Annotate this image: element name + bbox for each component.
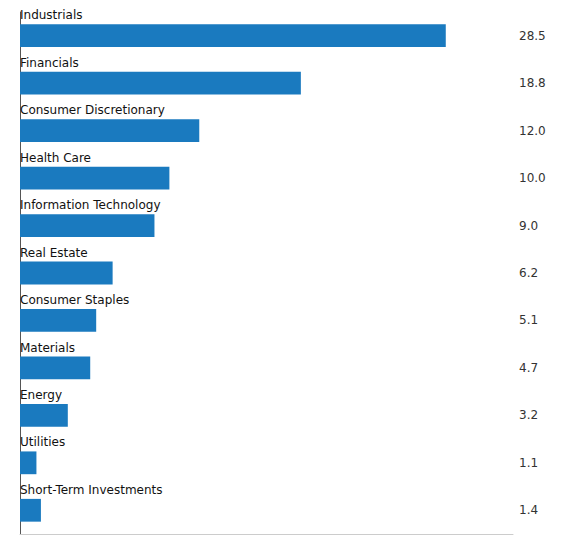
svg-text:18.8: 18.8: [519, 76, 546, 90]
svg-text:Materials: Materials: [20, 341, 75, 355]
svg-text:5.1: 5.1: [519, 313, 538, 327]
svg-text:Consumer Discretionary: Consumer Discretionary: [20, 103, 165, 117]
svg-text:4.7: 4.7: [519, 361, 538, 375]
svg-text:Consumer Staples: Consumer Staples: [20, 293, 129, 307]
svg-text:Health Care: Health Care: [20, 151, 91, 165]
svg-text:Utilities: Utilities: [20, 435, 65, 449]
svg-text:1.4: 1.4: [519, 503, 538, 517]
svg-text:28.5: 28.5: [519, 29, 546, 43]
svg-text:6.2: 6.2: [519, 266, 538, 280]
svg-text:Real Estate: Real Estate: [20, 246, 88, 260]
svg-text:Energy: Energy: [20, 388, 62, 402]
svg-text:9.0: 9.0: [519, 219, 538, 233]
svg-text:1.1: 1.1: [519, 456, 538, 470]
svg-text:Financials: Financials: [20, 56, 79, 70]
svg-text:10.0: 10.0: [519, 171, 546, 185]
svg-text:12.0: 12.0: [519, 124, 546, 138]
svg-text:Information Technology: Information Technology: [20, 198, 161, 212]
svg-text:3.2: 3.2: [519, 408, 538, 422]
svg-text:Short-Term Investments: Short-Term Investments: [20, 483, 163, 497]
svg-text:Industrials: Industrials: [20, 8, 83, 22]
